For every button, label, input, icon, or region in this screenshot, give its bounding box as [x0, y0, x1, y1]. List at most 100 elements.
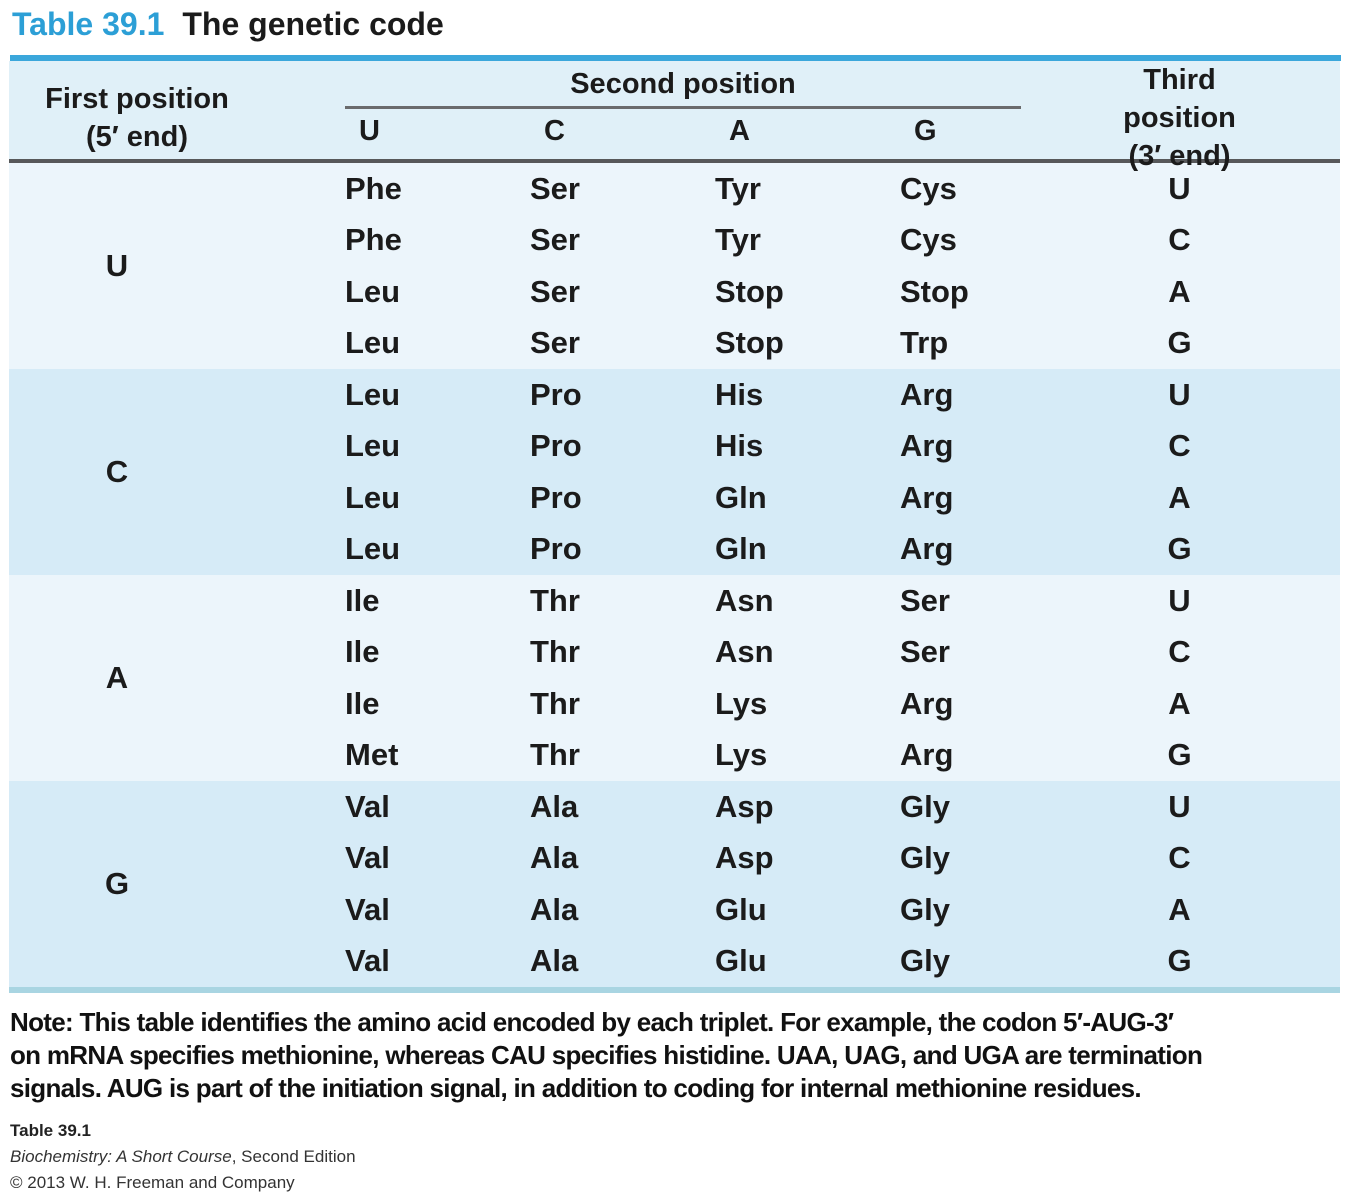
amino-acid-cell: Tyr	[715, 170, 761, 206]
amino-acid-cell: Asp	[715, 788, 774, 824]
credit-book-edition: , Second Edition	[231, 1147, 356, 1166]
amino-acid-cell: Arg	[900, 737, 954, 773]
amino-acid-cell: Arg	[900, 685, 954, 721]
amino-acid-cell: Asp	[715, 840, 774, 876]
amino-acid-cell: Phe	[345, 222, 402, 258]
amino-acid-cell: Stop	[900, 273, 969, 309]
second-position-header-label: Second position	[345, 68, 1021, 109]
amino-acid-cell: Val	[345, 891, 390, 927]
amino-acid-cell: Tyr	[715, 222, 761, 258]
third-position-letter: A	[1168, 479, 1191, 515]
third-position-letter: G	[1167, 943, 1192, 979]
amino-acid-cell: Pro	[530, 479, 582, 515]
amino-acid-cell: Gly	[900, 891, 950, 927]
table-bottom-rule	[9, 987, 1340, 993]
amino-acid-cell: Ser	[530, 222, 580, 258]
amino-acid-cell: Thr	[530, 634, 580, 670]
table-header: First position (5′ end) Second position …	[9, 61, 1340, 172]
amino-acid-cell: Phe	[345, 170, 402, 206]
amino-acid-cell: Met	[345, 737, 399, 773]
codon-group-c: C Leu Pro His Arg U Leu Pro His Arg C Leu Pro Gln Arg A…	[9, 369, 1340, 575]
amino-acid-cell: Ala	[530, 788, 579, 824]
first-position-letter: A	[105, 660, 129, 695]
amino-acid-cell: Leu	[345, 325, 401, 361]
subheader-a: A	[729, 115, 750, 147]
credit-book-title: Biochemistry: A Short Course	[10, 1147, 232, 1166]
amino-acid-cell: Gly	[900, 840, 950, 876]
amino-acid-cell: Val	[345, 943, 390, 979]
amino-acid-cell: Ala	[530, 943, 579, 979]
amino-acid-cell: Gln	[715, 479, 767, 515]
third-position-letter: A	[1168, 273, 1191, 309]
credit-book-line: Biochemistry: A Short Course, Second Edi…	[10, 1144, 356, 1170]
subheader-c: C	[544, 115, 565, 147]
third-position-letter: U	[1168, 170, 1191, 206]
subheader-g: G	[914, 115, 937, 147]
title-divider-rule	[10, 55, 1341, 61]
third-position-header: Third position (3′ end)	[1085, 61, 1340, 175]
amino-acid-cell: Pro	[530, 428, 582, 464]
first-position-header: First position (5′ end)	[9, 61, 345, 175]
amino-acid-cell: Trp	[900, 325, 949, 361]
amino-acid-cell: Stop	[715, 325, 784, 361]
amino-acid-cell: His	[715, 376, 764, 412]
amino-acid-cell: Thr	[530, 685, 580, 721]
codon-group-a: A Ile Thr Asn Ser U Ile Thr Asn Ser C Ile Thr Lys Arg A…	[9, 575, 1340, 781]
amino-acid-cell: Ser	[530, 170, 580, 206]
amino-acid-cell: Leu	[345, 479, 401, 515]
first-position-letter: U	[105, 248, 129, 283]
amino-acid-cell: Lys	[715, 737, 768, 773]
third-position-letter: A	[1168, 891, 1191, 927]
amino-acid-cell: Ala	[530, 891, 579, 927]
amino-acid-cell: Ser	[900, 634, 950, 670]
amino-acid-cell: Leu	[345, 531, 401, 567]
table-title-text: The genetic code	[182, 6, 444, 42]
amino-acid-cell: Ile	[345, 582, 380, 618]
codon-group-g: G Val Ala Asp Gly U Val Ala Asp Gly C Val Ala Glu Gly A…	[9, 781, 1340, 987]
third-position-letter: U	[1168, 788, 1191, 824]
third-position-letter: G	[1167, 737, 1192, 773]
third-position-header-line1: Third position	[1123, 64, 1236, 134]
amino-acid-cell: Val	[345, 788, 390, 824]
amino-acid-cell: Leu	[345, 428, 401, 464]
first-position-header-line1: First position	[45, 83, 229, 115]
amino-acid-cell: Glu	[715, 891, 767, 927]
credit-table-number: Table 39.1	[10, 1121, 91, 1140]
amino-acid-cell: Val	[345, 840, 390, 876]
amino-acid-cell: Thr	[530, 582, 580, 618]
amino-acid-cell: Asn	[715, 582, 774, 618]
amino-acid-cell: Ser	[900, 582, 950, 618]
note-line-3: signals. AUG is part of the initiation s…	[10, 1073, 1142, 1103]
table-body: U Phe Ser Tyr Cys U Phe Ser Tyr Cys C Leu Ser Stop Sto…	[9, 163, 1340, 987]
amino-acid-cell: Ile	[345, 685, 380, 721]
second-position-subheaders: U C A G	[345, 112, 1085, 150]
amino-acid-cell: Leu	[345, 376, 401, 412]
amino-acid-cell: Gln	[715, 531, 767, 567]
third-position-letter: C	[1168, 840, 1191, 876]
third-position-letter: C	[1168, 222, 1191, 258]
table-note: Note: This table identifies the amino ac…	[10, 1006, 1344, 1105]
second-position-header: Second position U C A G	[345, 61, 1085, 175]
amino-acid-cell: Thr	[530, 737, 580, 773]
credit-copyright: © 2013 W. H. Freeman and Company	[10, 1173, 295, 1192]
third-position-letter: A	[1168, 685, 1191, 721]
third-position-letter: U	[1168, 582, 1191, 618]
amino-acid-cell: Leu	[345, 273, 401, 309]
amino-acid-cell: Pro	[530, 376, 582, 412]
amino-acid-cell: Ile	[345, 634, 380, 670]
first-position-letter: G	[104, 866, 130, 901]
amino-acid-cell: Stop	[715, 273, 784, 309]
amino-acid-cell: Arg	[900, 531, 954, 567]
amino-acid-cell: Lys	[715, 685, 768, 721]
amino-acid-cell: Glu	[715, 943, 767, 979]
amino-acid-cell: Gly	[900, 943, 950, 979]
amino-acid-cell: Ser	[530, 325, 580, 361]
amino-acid-cell: His	[715, 428, 764, 464]
amino-acid-cell: Cys	[900, 170, 957, 206]
amino-acid-cell: Asn	[715, 634, 774, 670]
first-position-letter: C	[105, 454, 129, 489]
note-line-1: Note: This table identifies the amino ac…	[10, 1007, 1174, 1037]
third-position-letter: C	[1168, 428, 1191, 464]
amino-acid-cell: Ser	[530, 273, 580, 309]
